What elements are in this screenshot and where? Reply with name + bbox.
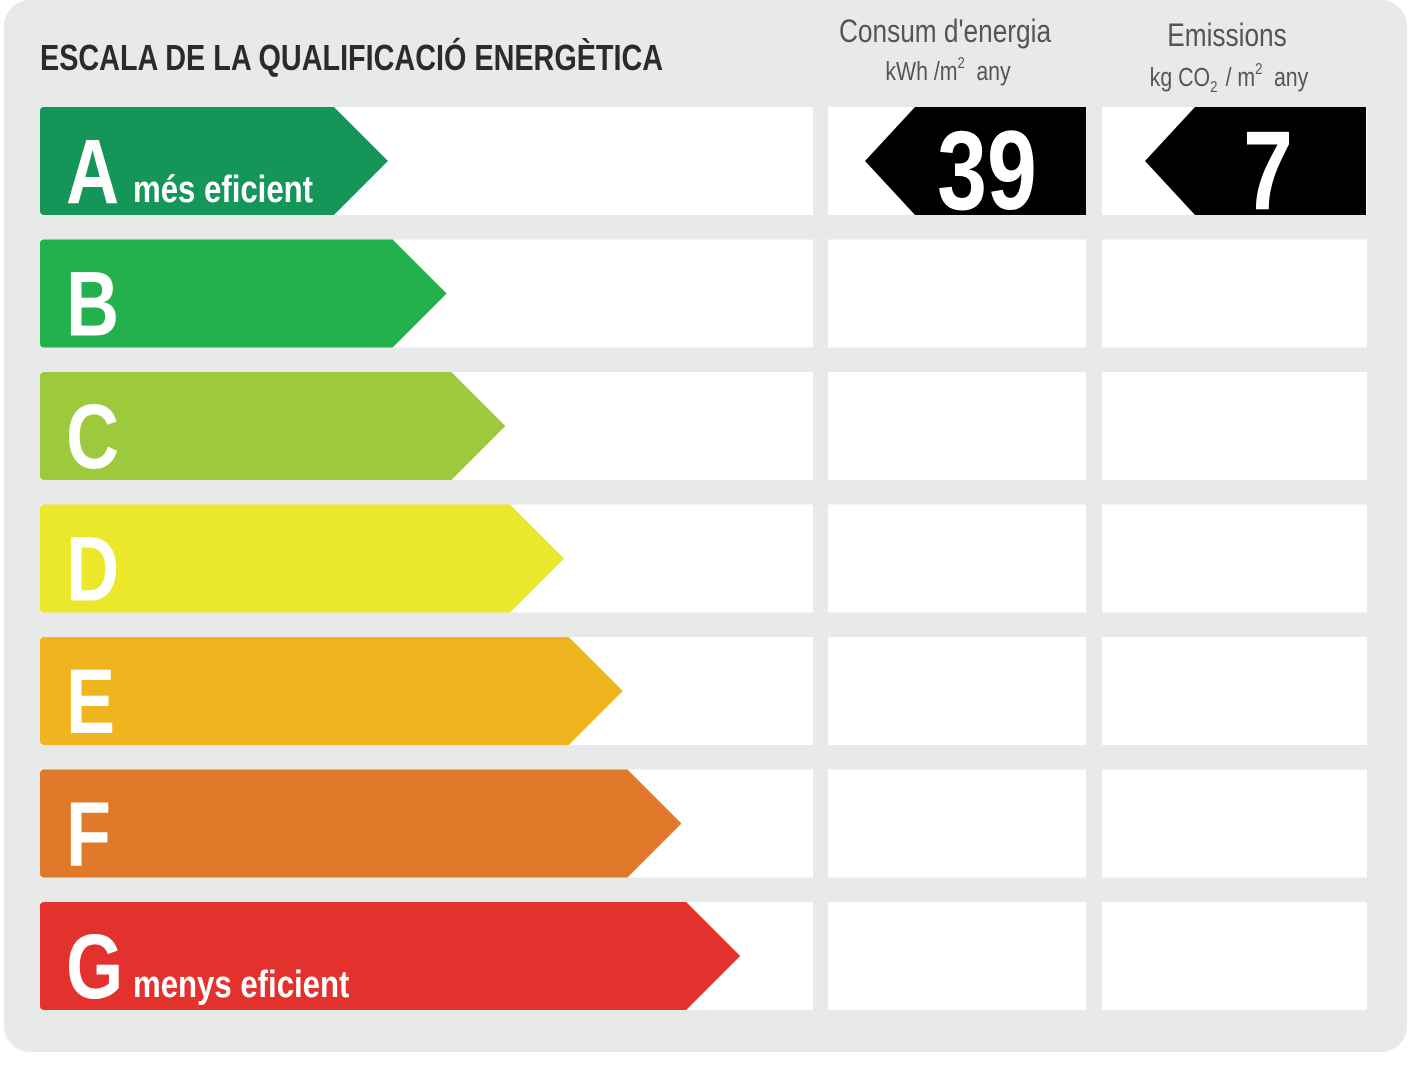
rating-arrow bbox=[40, 107, 388, 215]
title: ESCALA DE LA QUALIFICACIÓ ENERGÈTICA bbox=[40, 37, 663, 78]
rating-letter: E bbox=[66, 650, 115, 753]
emissions-title: Emissions bbox=[1167, 19, 1287, 54]
rating-label: menys eficient bbox=[133, 964, 350, 1006]
consumption-title: Consum d'energia bbox=[839, 15, 1052, 50]
rating-arrow bbox=[40, 372, 506, 480]
unit-exponent: 2 bbox=[1255, 61, 1262, 78]
emissions-cell bbox=[1102, 504, 1367, 613]
emissions-value: 7 bbox=[1243, 109, 1293, 234]
unit-suffix: any bbox=[1274, 63, 1308, 93]
rating-arrow bbox=[40, 637, 623, 745]
consumption-cell bbox=[828, 504, 1086, 613]
consumption-cell bbox=[828, 372, 1086, 480]
rating-letter: D bbox=[66, 518, 119, 621]
consumption-value: 39 bbox=[937, 109, 1037, 234]
unit-subscript: 2 bbox=[1210, 79, 1217, 96]
consumption-unit: kWh /m2 any bbox=[885, 55, 1010, 87]
rating-letter: C bbox=[66, 385, 119, 488]
unit-suffix: any bbox=[976, 57, 1010, 87]
rating-arrow bbox=[40, 902, 741, 1010]
consumption-cell bbox=[828, 239, 1086, 348]
consumption-cell bbox=[828, 637, 1086, 745]
consumption-cell bbox=[828, 902, 1086, 1010]
emissions-cell bbox=[1102, 769, 1367, 878]
emissions-cell bbox=[1102, 239, 1367, 348]
rating-arrow bbox=[40, 769, 682, 878]
consumption-cell bbox=[828, 769, 1086, 878]
rating-arrow bbox=[40, 239, 447, 348]
emissions-cell bbox=[1102, 637, 1367, 745]
rating-letter: A bbox=[66, 120, 119, 223]
emissions-cell bbox=[1102, 372, 1367, 480]
rating-letter: G bbox=[66, 915, 123, 1018]
unit-mid: / m bbox=[1226, 63, 1256, 93]
emissions-indicator bbox=[1145, 107, 1366, 215]
emissions-cell bbox=[1102, 902, 1367, 1010]
consumption-indicator bbox=[865, 107, 1086, 215]
unit-text: kWh /m bbox=[885, 57, 957, 87]
rating-arrow bbox=[40, 504, 565, 613]
rating-letter: F bbox=[66, 783, 111, 886]
unit-exponent: 2 bbox=[958, 55, 965, 72]
unit-text: kg CO bbox=[1150, 63, 1210, 93]
emissions-unit: kg CO2/ m2 any bbox=[1150, 61, 1309, 96]
rating-letter: B bbox=[66, 253, 119, 356]
rating-label: més eficient bbox=[133, 169, 313, 211]
